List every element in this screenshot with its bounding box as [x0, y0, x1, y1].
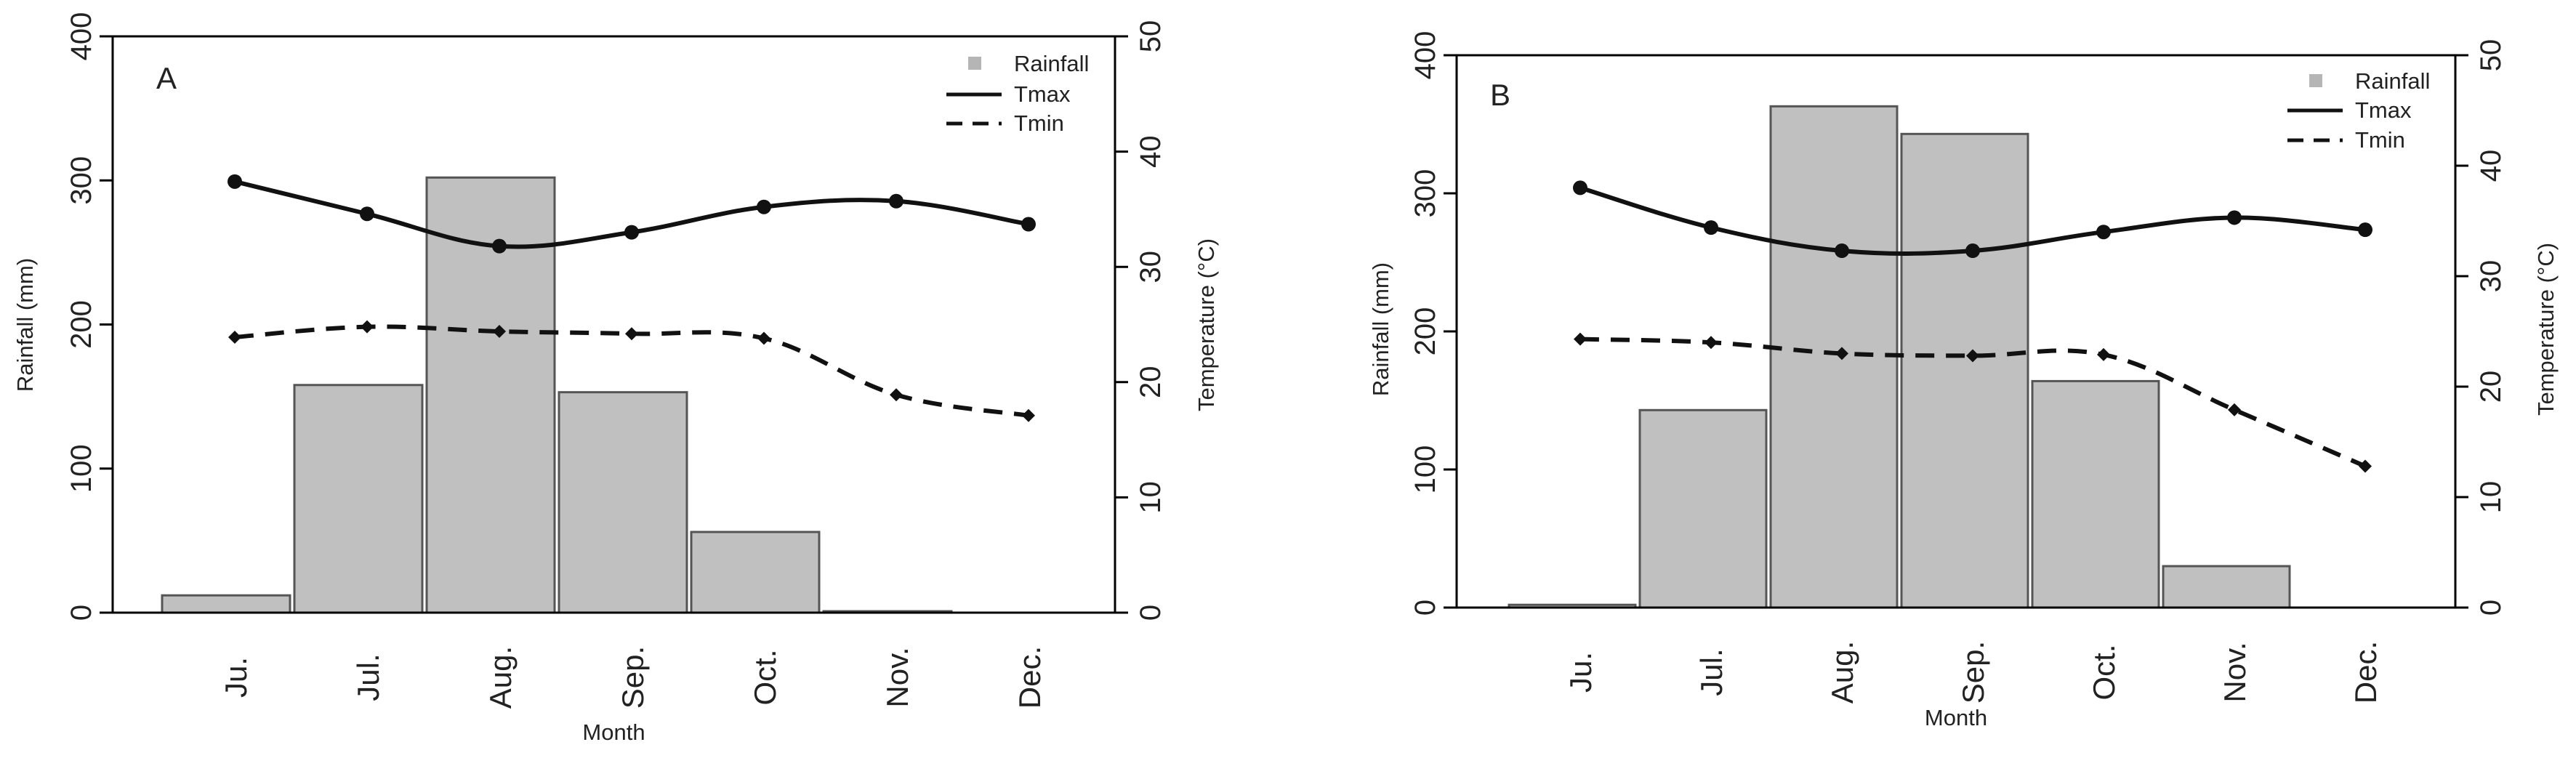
- tmax-point: [1704, 220, 1718, 235]
- legend: Rainfall Tmax Tmin: [946, 51, 1089, 136]
- panel-label: A: [156, 61, 177, 95]
- tmin-point: [2228, 403, 2241, 416]
- tmin-point: [361, 320, 374, 334]
- rainfall-bar: [293, 384, 424, 614]
- tmin-point: [2359, 459, 2372, 473]
- tmax-point: [2227, 210, 2242, 225]
- rainfall-bar: [1900, 132, 2029, 609]
- x-axis-title: Month: [1925, 705, 1987, 730]
- legend-tmax-label: Tmax: [2355, 97, 2412, 123]
- right-y-tick-label: 10: [2475, 481, 2507, 514]
- legend-tmax-label: Tmax: [1014, 81, 1071, 107]
- right-y-tick-label: 0: [1135, 605, 1167, 621]
- month-tick-label: Nov.: [880, 647, 914, 707]
- chart-panel-a: 0 100 200 300 400 0 10 20 30 40 50 Ju. Jul. Aug. Sep. O…: [12, 12, 1219, 745]
- left-y-tick-label: 400: [65, 12, 97, 61]
- tmax-point: [1965, 243, 1980, 259]
- rainfall-bar: [1638, 408, 1768, 609]
- tmin-point: [625, 327, 638, 341]
- month-tick-label: Jul.: [1694, 648, 1728, 696]
- month-tick-label: Sep.: [1956, 641, 1990, 703]
- right-y-tick-label: 40: [2475, 150, 2507, 182]
- rainfall-bar: [1769, 105, 1899, 609]
- tmin-point: [1704, 336, 1718, 350]
- rainfall-bar: [690, 531, 821, 614]
- left-y-tick-label: 100: [65, 444, 97, 493]
- right-y-tick-label: 20: [1135, 366, 1167, 399]
- right-y-tick-label: 50: [1135, 20, 1167, 53]
- legend-tmin-label: Tmin: [2355, 127, 2405, 153]
- tmax-point: [624, 225, 639, 240]
- tmax-point: [360, 206, 374, 222]
- month-tick-label: Dec.: [2348, 641, 2383, 703]
- right-y-tick-label: 10: [1135, 481, 1167, 514]
- tmin-point: [757, 331, 770, 345]
- right-y-tick-label: 50: [2475, 39, 2507, 72]
- left-y-axis-title: Rainfall (mm): [12, 258, 38, 392]
- left-y-tick-label: 100: [1409, 446, 1441, 494]
- rainfall-bar: [2162, 565, 2291, 609]
- right-y-tick-label: 20: [2475, 371, 2507, 403]
- left-y-tick-label: 0: [1409, 600, 1441, 616]
- right-y-tick-label: 30: [2475, 260, 2507, 293]
- tmax-point: [2096, 225, 2111, 240]
- legend-rainfall-label: Rainfall: [1014, 51, 1089, 76]
- legend-tmin-label: Tmin: [1014, 110, 1064, 136]
- x-axis-title: Month: [582, 719, 645, 745]
- chart-panel-b: 0 100 200 300 400 0 10 20 30 40 50 Ju. Jul. Aug. Sep. O…: [1368, 31, 2559, 730]
- left-y-tick-label: 0: [65, 605, 97, 621]
- left-y-tick-label: 200: [65, 300, 97, 349]
- tmax-point: [1835, 243, 1849, 259]
- legend-rainfall-swatch: [2309, 74, 2322, 87]
- right-y-tick-label: 40: [1135, 135, 1167, 168]
- left-y-tick-label: 200: [1409, 307, 1441, 356]
- month-tick-label: Oct.: [2087, 644, 2121, 700]
- tmax-point: [1021, 217, 1036, 232]
- tmin-point: [1966, 349, 1979, 363]
- tmin-point: [890, 388, 903, 402]
- month-tick-label: Jul.: [351, 653, 385, 701]
- left-y-tick-label: 300: [65, 156, 97, 205]
- tmin-point: [2097, 347, 2110, 361]
- tmin-point: [1835, 347, 1848, 360]
- tmax-point: [492, 238, 507, 254]
- tmax-point: [757, 199, 771, 214]
- right-y-axis-title: Temperature (°C): [2533, 243, 2559, 416]
- tmin-point: [493, 325, 506, 339]
- rainfall-bar: [2031, 379, 2160, 609]
- right-y-tick-label: 30: [1135, 251, 1167, 283]
- month-tick-label: Ju.: [219, 657, 253, 698]
- tmin-point: [228, 330, 241, 344]
- left-y-axis-title: Rainfall (mm): [1368, 262, 1393, 396]
- rainfall-bar: [161, 594, 291, 614]
- tmax-point: [228, 174, 242, 189]
- legend: Rainfall Tmax Tmin: [2287, 68, 2430, 153]
- tmin-point: [1574, 332, 1587, 346]
- right-y-tick-label: 0: [2475, 600, 2507, 616]
- month-tick-label: Aug.: [483, 646, 518, 709]
- month-tick-label: Dec.: [1013, 646, 1047, 709]
- left-y-tick-label: 400: [1409, 31, 1441, 80]
- legend-rainfall-swatch: [968, 57, 981, 70]
- tmax-point: [889, 193, 903, 209]
- month-tick-label: Aug.: [1825, 641, 1859, 703]
- month-tick-label: Nov.: [2218, 642, 2252, 702]
- panel-label: B: [1490, 78, 1510, 112]
- tmax-point: [1573, 180, 1587, 195]
- rainfall-bar: [558, 391, 688, 614]
- month-tick-label: Sep.: [616, 646, 650, 709]
- legend-rainfall-label: Rainfall: [2355, 68, 2430, 94]
- left-y-tick-label: 300: [1409, 169, 1441, 218]
- month-tick-label: Ju.: [1563, 652, 1598, 693]
- tmin-point: [1022, 408, 1035, 422]
- rainfall-bar: [425, 176, 556, 614]
- month-tick-label: Oct.: [748, 649, 782, 705]
- right-y-axis-title: Temperature (°C): [1194, 238, 1219, 411]
- tmax-point: [2358, 222, 2372, 238]
